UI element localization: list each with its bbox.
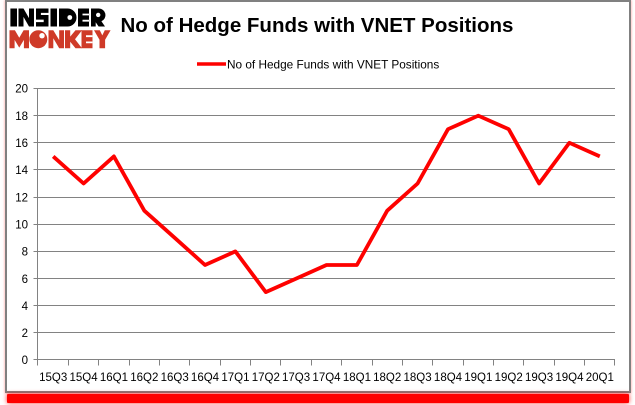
svg-text:0: 0 <box>22 355 28 367</box>
svg-text:14: 14 <box>15 165 28 177</box>
svg-text:4: 4 <box>22 301 29 313</box>
svg-text:16Q1: 16Q1 <box>100 372 128 384</box>
svg-text:18Q3: 18Q3 <box>404 372 432 384</box>
svg-text:20: 20 <box>15 84 28 96</box>
svg-text:16Q4: 16Q4 <box>191 372 220 384</box>
svg-text:19Q1: 19Q1 <box>464 372 492 384</box>
svg-text:18: 18 <box>15 111 28 123</box>
svg-text:15Q4: 15Q4 <box>70 372 99 384</box>
svg-text:17Q3: 17Q3 <box>282 372 310 384</box>
svg-text:2: 2 <box>22 328 28 340</box>
svg-text:16Q3: 16Q3 <box>161 372 189 384</box>
svg-text:10: 10 <box>15 219 28 231</box>
svg-text:6: 6 <box>22 274 28 286</box>
svg-text:16Q2: 16Q2 <box>130 372 158 384</box>
svg-text:18Q1: 18Q1 <box>343 372 371 384</box>
svg-text:17Q2: 17Q2 <box>252 372 280 384</box>
svg-text:19Q2: 19Q2 <box>495 372 523 384</box>
svg-text:17Q4: 17Q4 <box>312 372 341 384</box>
svg-text:12: 12 <box>15 192 28 204</box>
svg-text:18Q2: 18Q2 <box>373 372 401 384</box>
svg-text:19Q3: 19Q3 <box>525 372 553 384</box>
svg-text:8: 8 <box>22 247 28 259</box>
svg-text:15Q3: 15Q3 <box>39 372 67 384</box>
svg-text:19Q4: 19Q4 <box>555 372 584 384</box>
svg-text:No of Hedge Funds with VNET Po: No of Hedge Funds with VNET Positions <box>227 57 439 71</box>
svg-text:18Q4: 18Q4 <box>434 372 463 384</box>
svg-text:16: 16 <box>15 138 28 150</box>
svg-text:No of Hedge Funds with VNET Po: No of Hedge Funds with VNET Positions <box>121 14 514 37</box>
svg-text:20Q1: 20Q1 <box>586 372 614 384</box>
svg-text:17Q1: 17Q1 <box>221 372 249 384</box>
